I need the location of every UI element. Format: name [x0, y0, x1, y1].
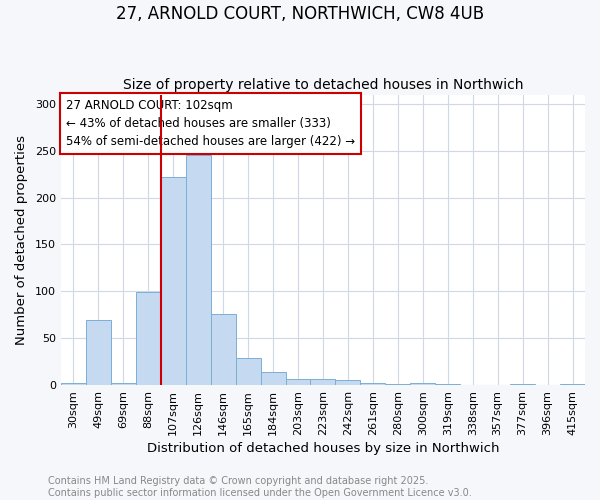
Bar: [211, 314, 236, 385]
Bar: [385, 384, 410, 385]
Bar: [286, 378, 310, 385]
Bar: [260, 372, 286, 385]
Bar: [86, 320, 111, 385]
Text: 27, ARNOLD COURT, NORTHWICH, CW8 4UB: 27, ARNOLD COURT, NORTHWICH, CW8 4UB: [116, 5, 484, 23]
Bar: [410, 383, 435, 385]
Bar: [560, 384, 585, 385]
Bar: [361, 383, 385, 385]
Text: 27 ARNOLD COURT: 102sqm
← 43% of detached houses are smaller (333)
54% of semi-d: 27 ARNOLD COURT: 102sqm ← 43% of detache…: [66, 99, 355, 148]
Bar: [236, 358, 260, 385]
Bar: [310, 378, 335, 385]
Bar: [136, 292, 161, 385]
Bar: [510, 384, 535, 385]
Bar: [61, 383, 86, 385]
Bar: [161, 177, 186, 385]
Title: Size of property relative to detached houses in Northwich: Size of property relative to detached ho…: [123, 78, 523, 92]
Bar: [335, 380, 361, 385]
X-axis label: Distribution of detached houses by size in Northwich: Distribution of detached houses by size …: [147, 442, 499, 455]
Text: Contains HM Land Registry data © Crown copyright and database right 2025.
Contai: Contains HM Land Registry data © Crown c…: [48, 476, 472, 498]
Bar: [111, 383, 136, 385]
Bar: [435, 384, 460, 385]
Bar: [186, 156, 211, 385]
Y-axis label: Number of detached properties: Number of detached properties: [15, 135, 28, 345]
